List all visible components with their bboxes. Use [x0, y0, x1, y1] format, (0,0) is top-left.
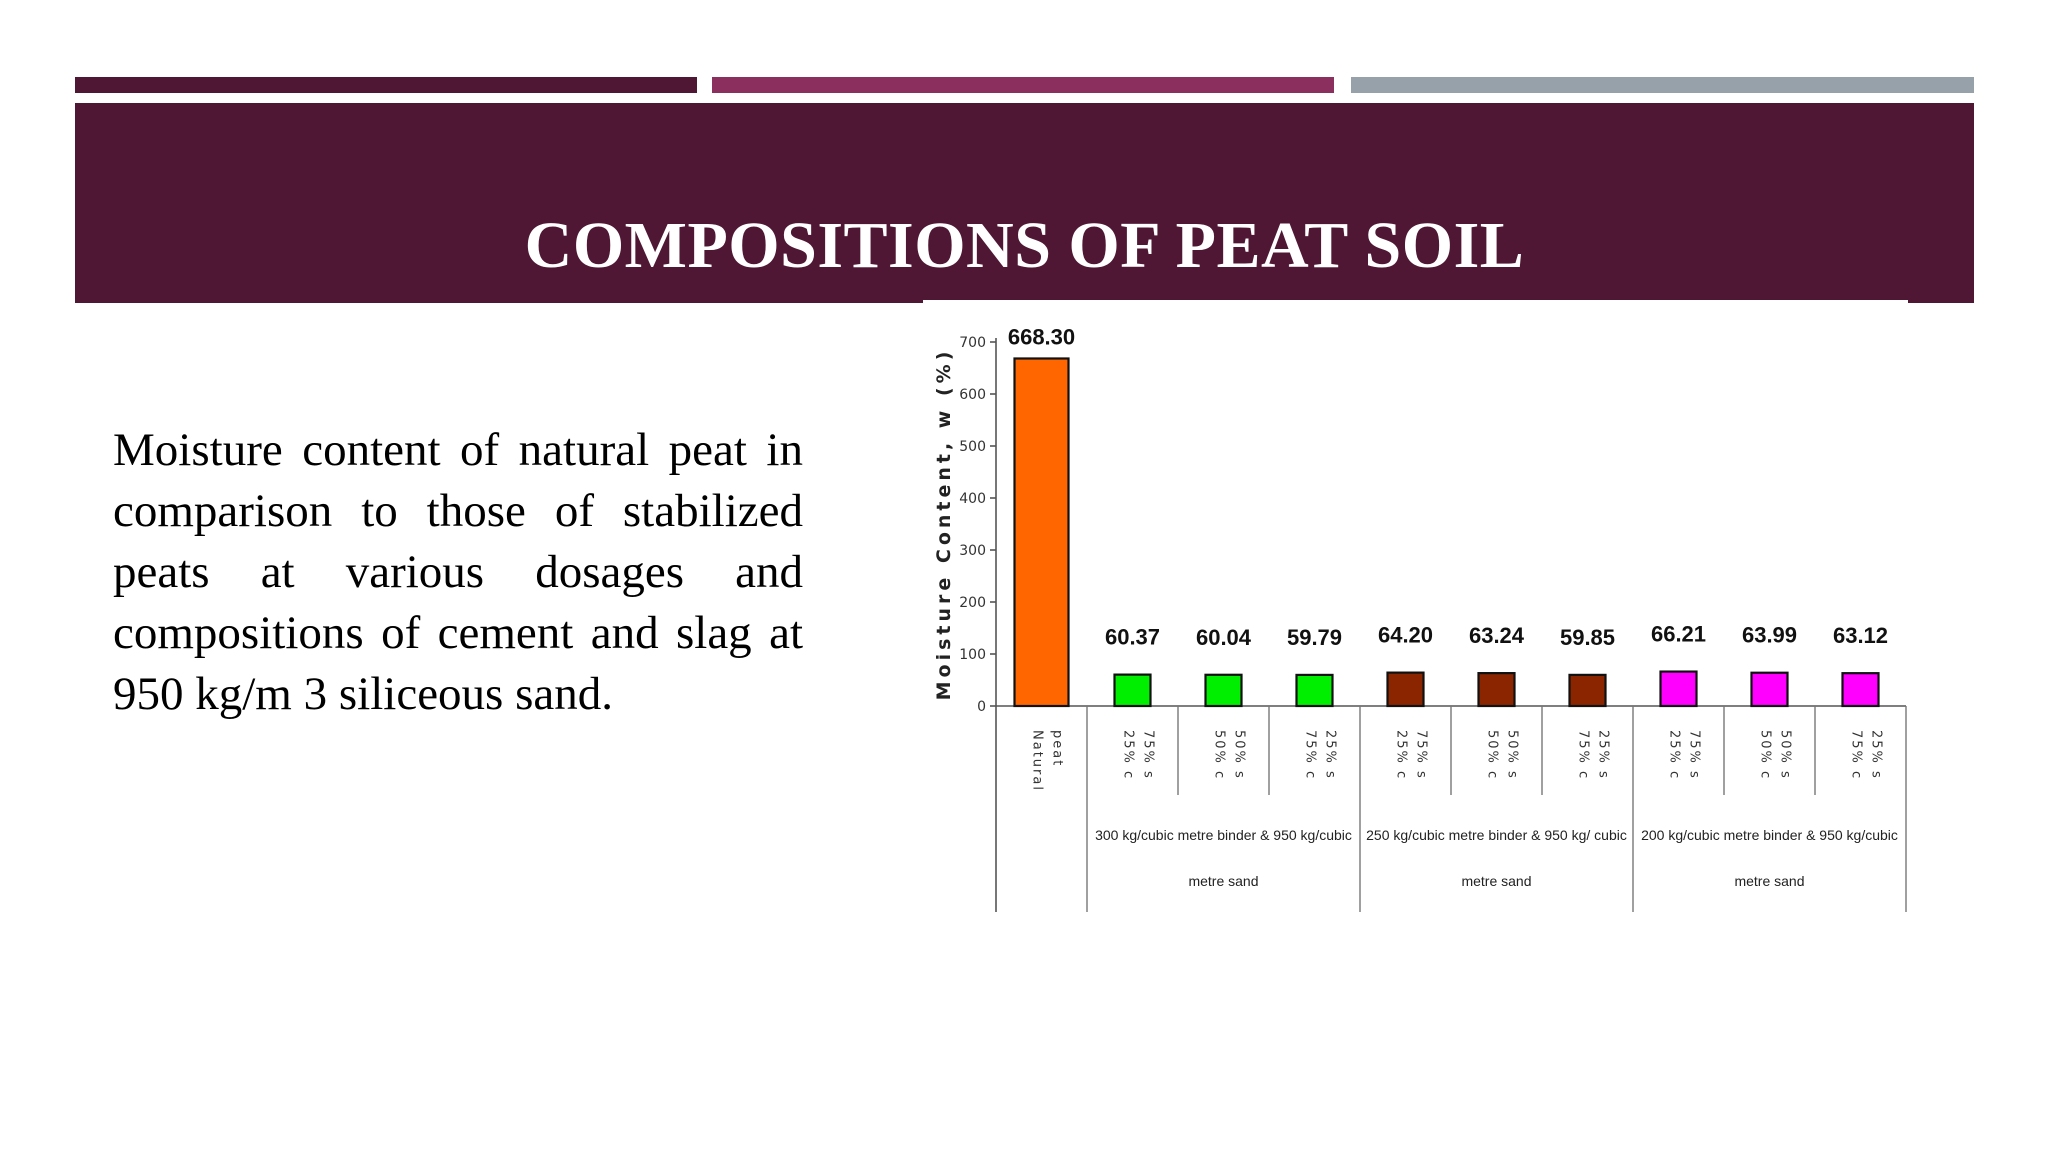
data-label: 63.12: [1833, 623, 1888, 648]
bar: [1841, 672, 1880, 708]
y-tick-label: 100: [959, 647, 986, 663]
y-tick-label: 400: [959, 491, 986, 507]
y-tick-label: 600: [959, 387, 986, 403]
y-tick-label: 300: [959, 543, 986, 559]
y-tick-label: 0: [977, 699, 986, 715]
data-label: 63.99: [1742, 623, 1797, 648]
data-label: 63.24: [1469, 623, 1525, 648]
category-label: 50% c: [1485, 730, 1500, 780]
bar: [1659, 670, 1698, 708]
accent-bar-gray: [1351, 77, 1974, 93]
category-label: 25% s: [1323, 730, 1338, 780]
category-label: 75% s: [1687, 730, 1702, 780]
accent-bar-dark: [75, 77, 697, 93]
category-label: 25% c: [1121, 730, 1136, 780]
y-axis-title: Moisture Content, w (%): [933, 348, 955, 701]
group-label: 300 kg/cubic metre binder & 950 kg/cubic: [1095, 827, 1352, 843]
group-label-sub: metre sand: [1461, 873, 1531, 889]
data-label: 59.85: [1560, 625, 1615, 650]
data-label: 64.20: [1378, 623, 1433, 648]
data-label: 59.79: [1287, 625, 1342, 650]
category-label: 75% c: [1849, 730, 1864, 780]
category-label: 25% c: [1394, 730, 1409, 780]
group-label: 200 kg/cubic metre binder & 950 kg/cubic: [1641, 827, 1898, 843]
category-label: 25% c: [1667, 730, 1682, 780]
slide-title: COMPOSITIONS OF PEAT SOIL: [524, 209, 1525, 282]
category-label: 50% s: [1778, 730, 1793, 780]
group-label-sub: metre sand: [1188, 873, 1258, 889]
category-label: 50% c: [1212, 730, 1227, 780]
group-label-sub: metre sand: [1734, 873, 1804, 889]
body-paragraph: Moisture content of natural peat in comp…: [113, 424, 803, 720]
category-label: 50% s: [1505, 730, 1520, 780]
bar: [1386, 671, 1425, 708]
bar: [1204, 673, 1243, 708]
y-tick-label: 700: [959, 335, 986, 351]
bar: [1295, 673, 1334, 708]
category-label: peat: [1050, 730, 1065, 767]
category-label: 75% s: [1141, 730, 1156, 780]
category-label: 50% s: [1232, 730, 1247, 780]
category-label: 25% s: [1869, 730, 1884, 780]
bar: [1113, 673, 1152, 708]
y-tick-label: 200: [959, 595, 986, 611]
moisture-content-chart: 0 100 200 300 400 500 600 700 Moisture Content, …: [923, 300, 1908, 920]
bar: [1013, 357, 1070, 708]
category-label: 25% s: [1596, 730, 1611, 780]
accent-bar-magenta: [712, 77, 1334, 93]
data-label: 60.37: [1105, 625, 1160, 650]
category-label: Natural: [1030, 730, 1045, 792]
bar: [1477, 672, 1516, 708]
group-label: 250 kg/cubic metre binder & 950 kg/ cubi…: [1366, 827, 1627, 843]
category-label: 75% c: [1576, 730, 1591, 780]
y-tick-label: 500: [959, 439, 986, 455]
bar: [1568, 673, 1607, 708]
data-label: 668.30: [1008, 324, 1075, 349]
bar: [1750, 671, 1789, 708]
category-label: 75% c: [1303, 730, 1318, 780]
title-banner: COMPOSITIONS OF PEAT SOIL: [75, 103, 1974, 303]
data-label: 60.04: [1196, 625, 1252, 650]
category-label: 50% c: [1758, 730, 1773, 780]
data-label: 66.21: [1651, 622, 1706, 647]
category-label: 75% s: [1414, 730, 1429, 780]
